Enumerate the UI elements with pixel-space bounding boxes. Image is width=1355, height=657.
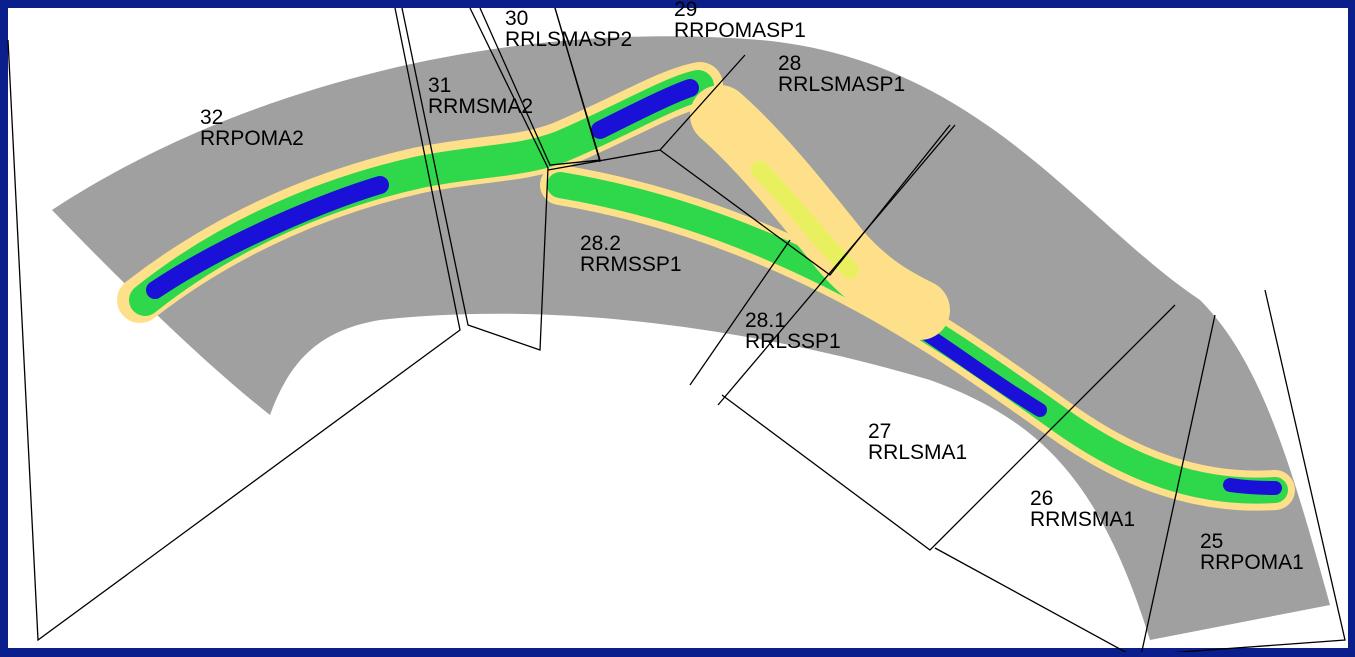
reach-labels: 32 RRPOMA2 31 RRMSMA2 30 RRLSMASP2 29 RR… — [200, 0, 1304, 574]
reach-id-25: 25 — [1200, 530, 1223, 553]
reach-id-32: 32 — [200, 106, 223, 129]
reach-name-25: RRPOMA1 — [1200, 551, 1304, 574]
boundary-reach-29b — [554, 7, 601, 163]
reach-id-26: 26 — [1030, 487, 1053, 510]
reach-name-32: RRPOMA2 — [200, 127, 304, 150]
reach-id-27: 27 — [868, 420, 891, 443]
reach-id-28-2: 28.2 — [580, 232, 621, 255]
boundary-reach-28 — [659, 124, 951, 276]
reach-id-28: 28 — [778, 52, 801, 75]
channel-depth-raster — [117, 62, 1295, 511]
boundary-reach-27 — [721, 304, 1176, 551]
boundary-reach-25 — [1139, 289, 1346, 656]
reach-name-29: RRPOMASP1 — [674, 19, 806, 42]
reach-id-28-1: 28.1 — [745, 309, 786, 332]
reach-id-30: 30 — [505, 7, 528, 30]
reach-id-31: 31 — [428, 74, 451, 97]
reach-name-27: RRLSMA1 — [868, 441, 967, 464]
reach-name-28: RRLSMASP1 — [778, 73, 905, 96]
reach-name-28-2: RRMSSP1 — [580, 253, 682, 276]
reach-name-26: RRMSMA1 — [1030, 508, 1135, 531]
boundary-reach-32 — [7, 7, 461, 642]
reach-name-30: RRLSMASP2 — [505, 28, 632, 51]
reach-name-28-1: RRLSSP1 — [745, 330, 841, 353]
reach-id-29: 29 — [674, 0, 697, 21]
boundary-reach-28-2 — [689, 239, 791, 386]
boundary-reach-26 — [934, 314, 1216, 657]
reach-boundaries — [7, 7, 1346, 657]
boundary-reach-28-1 — [717, 124, 956, 406]
boundary-reach-31 — [401, 7, 549, 351]
reach-name-31: RRMSMA2 — [428, 95, 533, 118]
